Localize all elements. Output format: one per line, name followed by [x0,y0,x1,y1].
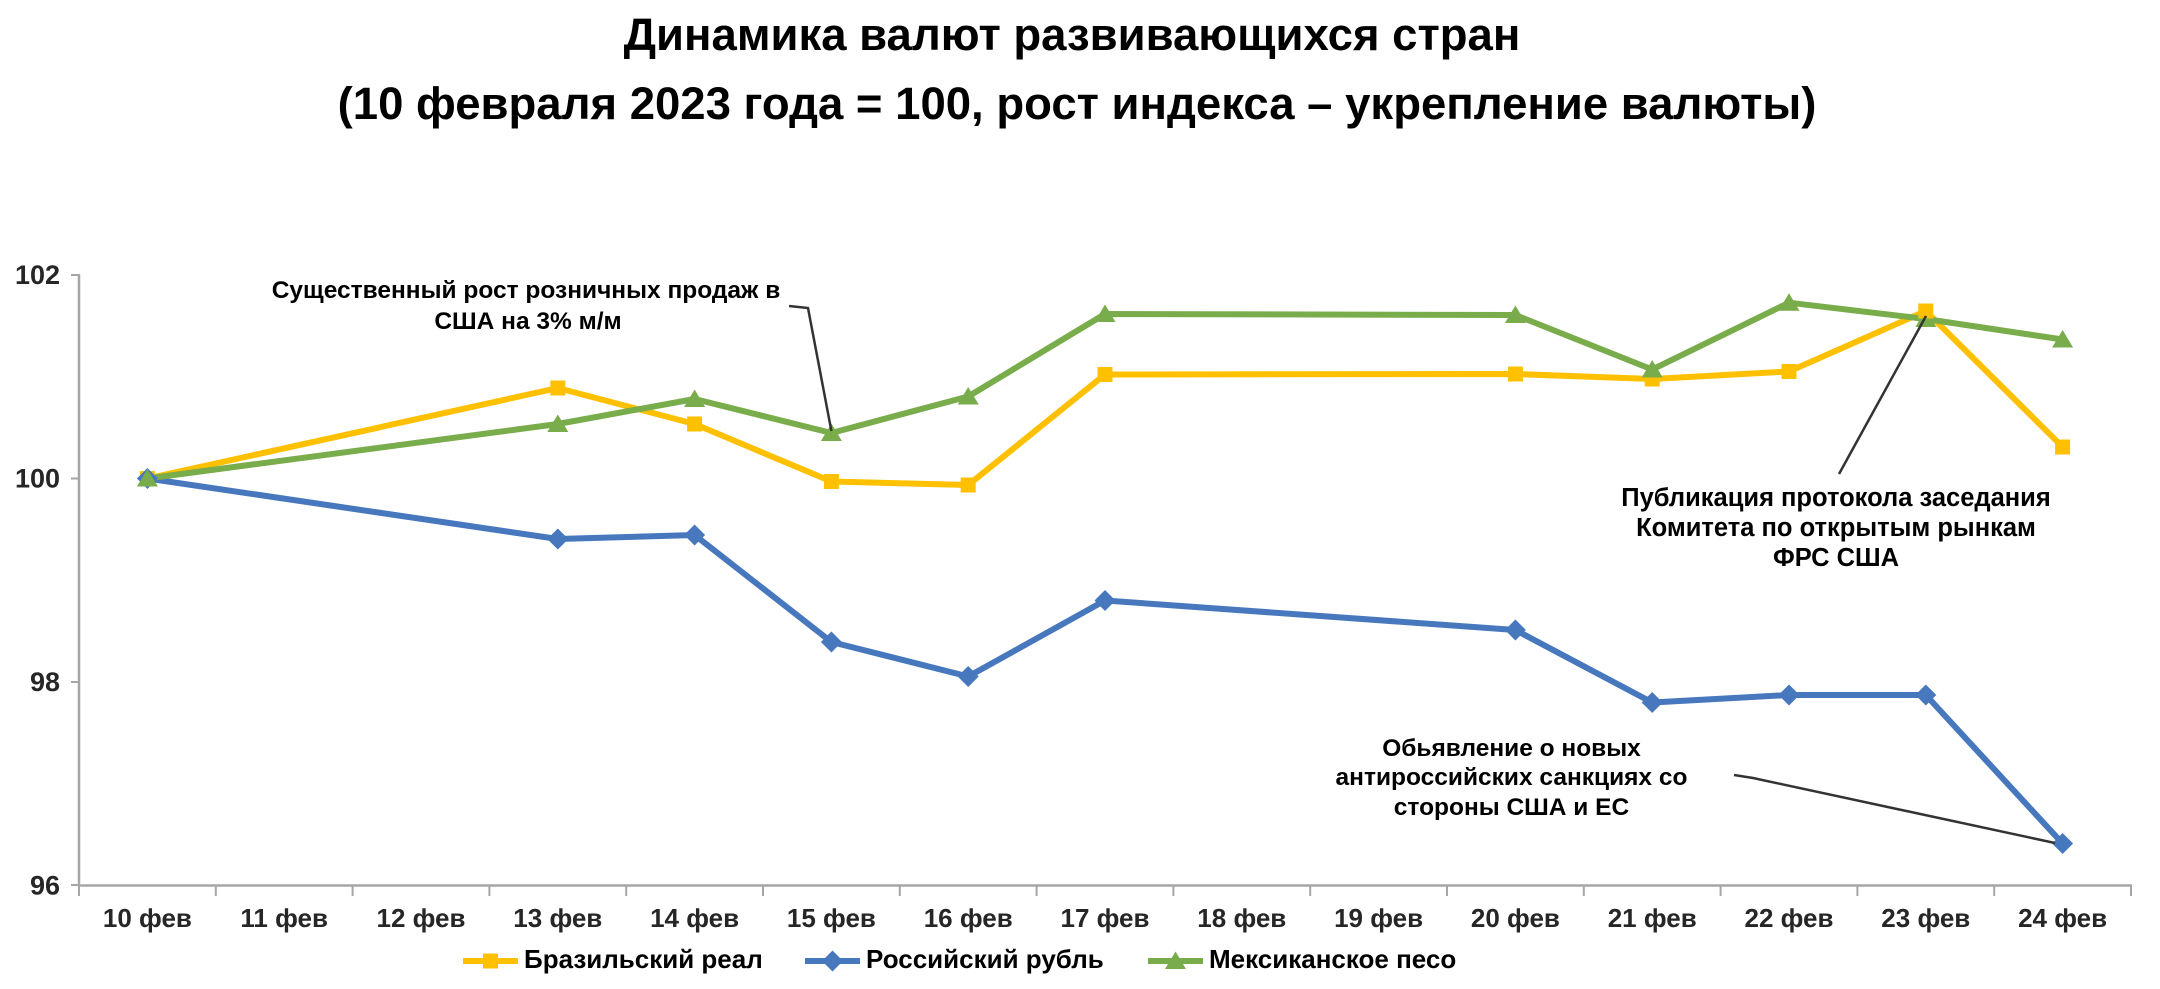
svg-text:24 фев: 24 фев [2018,903,2107,933]
svg-text:22 фев: 22 фев [1745,903,1834,933]
svg-text:23 фев: 23 фев [1881,903,1970,933]
svg-text:98: 98 [30,667,60,697]
svg-text:10 фев: 10 фев [103,903,192,933]
svg-text:12 фев: 12 фев [377,903,466,933]
svg-text:21 фев: 21 фев [1608,903,1697,933]
svg-text:14 фев: 14 фев [650,903,739,933]
svg-text:11 фев: 11 фев [240,903,328,933]
svg-text:Бразильский реал: Бразильский реал [524,944,763,974]
svg-text:стороны США и ЕС: стороны США и ЕС [1394,794,1630,821]
svg-text:США на 3% м/м: США на 3% м/м [434,308,621,335]
svg-text:15 фев: 15 фев [787,903,876,933]
svg-text:102: 102 [15,260,60,290]
svg-text:96: 96 [30,871,60,901]
svg-text:13 фев: 13 фев [513,903,602,933]
svg-text:Мексиканское песо: Мексиканское песо [1209,944,1456,974]
svg-text:ФРС США: ФРС США [1773,544,1899,572]
svg-text:Российский рубль: Российский рубль [866,944,1104,974]
svg-text:антироссийских санкциях со: антироссийских санкциях со [1336,764,1688,791]
svg-text:Публикация протокола заседания: Публикация протокола заседания [1621,484,2050,512]
svg-text:16 фев: 16 фев [924,903,1013,933]
svg-text:Существенный рост розничных пр: Существенный рост розничных продаж в [272,277,781,304]
svg-text:Обьявление о новых: Обьявление о новых [1382,735,1641,762]
svg-text:18 фев: 18 фев [1197,903,1286,933]
svg-text:Динамика валют развивающихся с: Динамика валют развивающихся стран [624,9,1521,60]
svg-text:(10 февраля 2023 года = 100, р: (10 февраля 2023 года = 100, рост индекс… [338,78,1817,129]
svg-text:100: 100 [15,464,60,494]
svg-text:20 фев: 20 фев [1471,903,1560,933]
svg-text:17 фев: 17 фев [1061,903,1150,933]
svg-text:Комитета по открытым рынкам: Комитета по открытым рынкам [1636,514,2036,542]
svg-text:19 фев: 19 фев [1334,903,1423,933]
